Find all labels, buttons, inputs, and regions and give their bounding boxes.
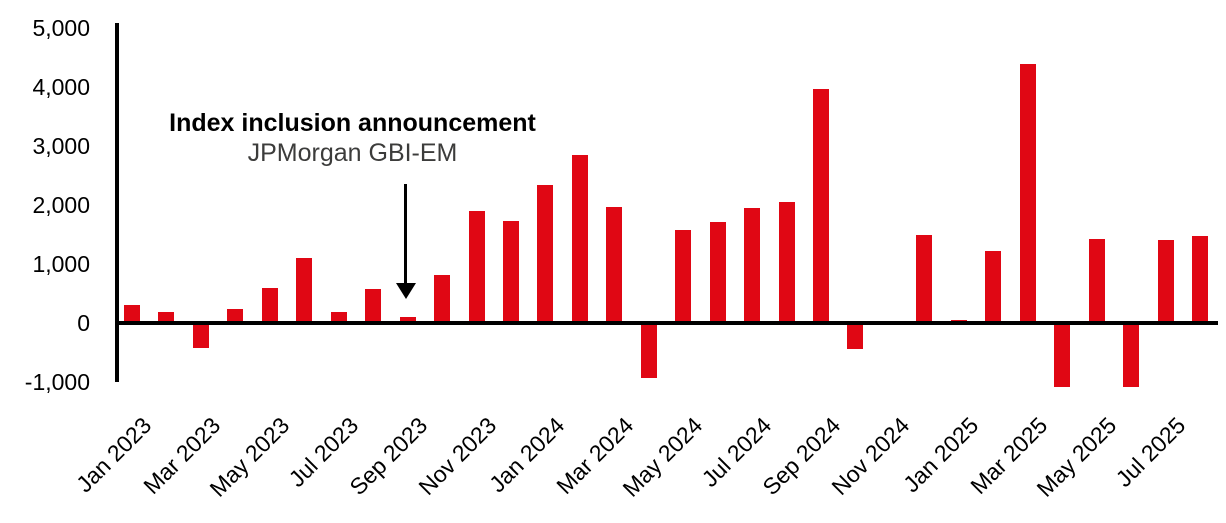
y-tick-label: 1,000	[32, 250, 90, 277]
y-tick-label: 2,000	[32, 191, 90, 218]
bar	[124, 304, 140, 323]
annotation: Index inclusion announcement JPMorgan GB…	[130, 108, 575, 168]
arrow-line	[404, 184, 407, 284]
y-tick-label: 3,000	[32, 132, 90, 159]
bar	[847, 322, 864, 350]
y-tick-label: 4,000	[32, 73, 90, 100]
y-tick-label: -1,000	[24, 368, 90, 395]
bar	[640, 322, 657, 378]
bar	[571, 154, 588, 323]
bar	[399, 316, 416, 323]
bar	[468, 210, 485, 323]
bar	[1123, 322, 1140, 387]
bar	[1191, 236, 1208, 323]
bar	[296, 258, 313, 323]
bar	[365, 289, 382, 323]
y-axis-line	[115, 23, 119, 382]
bar	[537, 185, 554, 323]
bar	[330, 311, 347, 323]
bar	[675, 230, 692, 323]
annotation-subtitle: JPMorgan GBI-EM	[247, 139, 458, 167]
bar	[192, 322, 209, 348]
bar	[261, 288, 278, 323]
bar	[227, 309, 244, 323]
bar	[606, 206, 623, 323]
annotation-title: Index inclusion announcement	[169, 109, 536, 137]
bar	[434, 274, 451, 323]
bar	[778, 201, 795, 323]
bar	[813, 89, 829, 323]
bar	[158, 312, 175, 323]
x-axis-line	[115, 320, 1218, 325]
bar	[916, 235, 933, 323]
bar	[744, 208, 761, 323]
bar	[1054, 322, 1071, 387]
bar	[1088, 238, 1105, 323]
bar	[1157, 239, 1174, 323]
y-tick-label: 5,000	[32, 14, 90, 41]
y-tick-label: 0	[77, 309, 90, 336]
bar	[709, 222, 726, 323]
bar	[502, 220, 519, 323]
bar	[985, 250, 1002, 323]
bar	[1019, 64, 1036, 323]
arrow-head	[396, 283, 416, 299]
